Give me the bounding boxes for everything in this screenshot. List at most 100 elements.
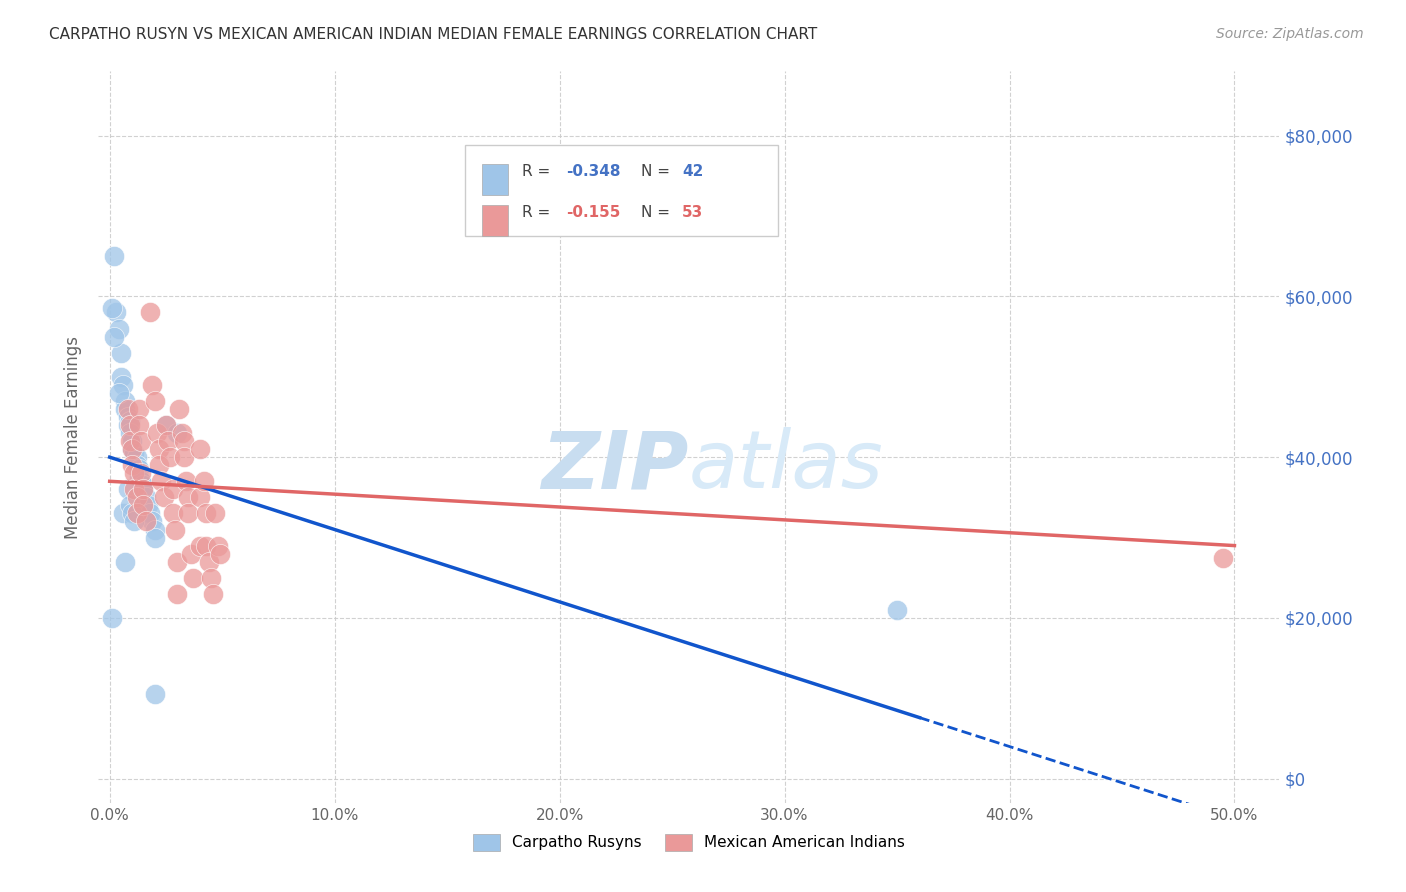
- Point: [200, 571, 222, 585]
- Point: [148, 442, 170, 457]
- Point: [128, 401, 150, 416]
- Text: ZIP: ZIP: [541, 427, 689, 506]
- Point: [188, 442, 211, 457]
- Point: [110, 369, 132, 384]
- Point: [181, 571, 204, 585]
- Point: [121, 507, 143, 521]
- Point: [121, 442, 143, 457]
- Point: [107, 321, 129, 335]
- Point: [114, 393, 136, 408]
- Text: N =: N =: [641, 205, 675, 220]
- Point: [886, 603, 908, 617]
- Point: [118, 499, 141, 513]
- Point: [128, 417, 150, 432]
- Point: [101, 301, 124, 316]
- Point: [188, 539, 211, 553]
- Point: [180, 547, 202, 561]
- Text: CARPATHO RUSYN VS MEXICAN AMERICAN INDIAN MEDIAN FEMALE EARNINGS CORRELATION CHA: CARPATHO RUSYN VS MEXICAN AMERICAN INDIA…: [49, 27, 817, 42]
- Point: [155, 417, 177, 432]
- Point: [129, 467, 152, 481]
- Point: [177, 491, 200, 505]
- Point: [132, 483, 155, 497]
- Text: -0.155: -0.155: [567, 205, 620, 220]
- Point: [118, 417, 141, 432]
- Point: [125, 458, 148, 473]
- Point: [136, 499, 159, 513]
- FancyBboxPatch shape: [464, 145, 778, 235]
- Text: atlas: atlas: [689, 427, 884, 506]
- Point: [173, 434, 195, 449]
- Text: 42: 42: [682, 164, 703, 179]
- Text: 53: 53: [682, 205, 703, 220]
- Point: [207, 539, 229, 553]
- Point: [208, 547, 231, 561]
- Point: [193, 475, 215, 489]
- Point: [152, 491, 174, 505]
- Point: [128, 470, 150, 484]
- Y-axis label: Median Female Earnings: Median Female Earnings: [65, 335, 83, 539]
- Text: -0.348: -0.348: [567, 164, 620, 179]
- Point: [163, 523, 186, 537]
- Point: [125, 507, 148, 521]
- Point: [166, 587, 188, 601]
- Point: [117, 417, 139, 432]
- Point: [195, 507, 218, 521]
- Point: [169, 401, 191, 416]
- Point: [195, 539, 218, 553]
- Point: [141, 515, 163, 529]
- Point: [124, 467, 146, 481]
- Point: [159, 450, 181, 465]
- Point: [125, 491, 148, 505]
- Point: [110, 345, 132, 359]
- Point: [121, 442, 143, 457]
- Bar: [482, 205, 508, 236]
- Point: [170, 425, 193, 440]
- Point: [118, 425, 141, 440]
- Point: [117, 409, 139, 424]
- Point: [117, 401, 139, 416]
- Point: [114, 401, 136, 416]
- Point: [128, 462, 150, 476]
- Point: [135, 515, 157, 529]
- Point: [157, 434, 180, 449]
- Point: [107, 385, 129, 400]
- Point: [121, 458, 143, 473]
- Point: [141, 377, 163, 392]
- Point: [1212, 550, 1234, 565]
- Point: [204, 507, 226, 521]
- Point: [143, 523, 166, 537]
- Point: [105, 305, 128, 319]
- Point: [202, 587, 225, 601]
- Point: [129, 475, 152, 489]
- Text: R =: R =: [523, 205, 555, 220]
- Point: [124, 515, 146, 529]
- Point: [125, 450, 148, 465]
- Point: [135, 491, 157, 505]
- Legend: Carpatho Rusyns, Mexican American Indians: Carpatho Rusyns, Mexican American Indian…: [467, 828, 911, 857]
- Point: [139, 305, 162, 319]
- Point: [118, 434, 141, 449]
- Point: [174, 475, 197, 489]
- Point: [117, 483, 139, 497]
- Text: Source: ZipAtlas.com: Source: ZipAtlas.com: [1216, 27, 1364, 41]
- Point: [148, 458, 170, 473]
- Point: [132, 483, 155, 497]
- Point: [143, 531, 166, 545]
- Point: [124, 446, 146, 460]
- Text: N =: N =: [641, 164, 675, 179]
- Point: [132, 478, 155, 492]
- Point: [166, 555, 188, 569]
- Point: [103, 329, 125, 343]
- Text: R =: R =: [523, 164, 555, 179]
- Point: [197, 555, 219, 569]
- Point: [103, 249, 125, 263]
- Point: [112, 507, 135, 521]
- Point: [146, 425, 169, 440]
- Point: [124, 483, 146, 497]
- Point: [162, 507, 184, 521]
- Bar: [482, 164, 508, 195]
- Point: [166, 425, 188, 440]
- Point: [132, 499, 155, 513]
- Point: [121, 434, 143, 449]
- Point: [188, 491, 211, 505]
